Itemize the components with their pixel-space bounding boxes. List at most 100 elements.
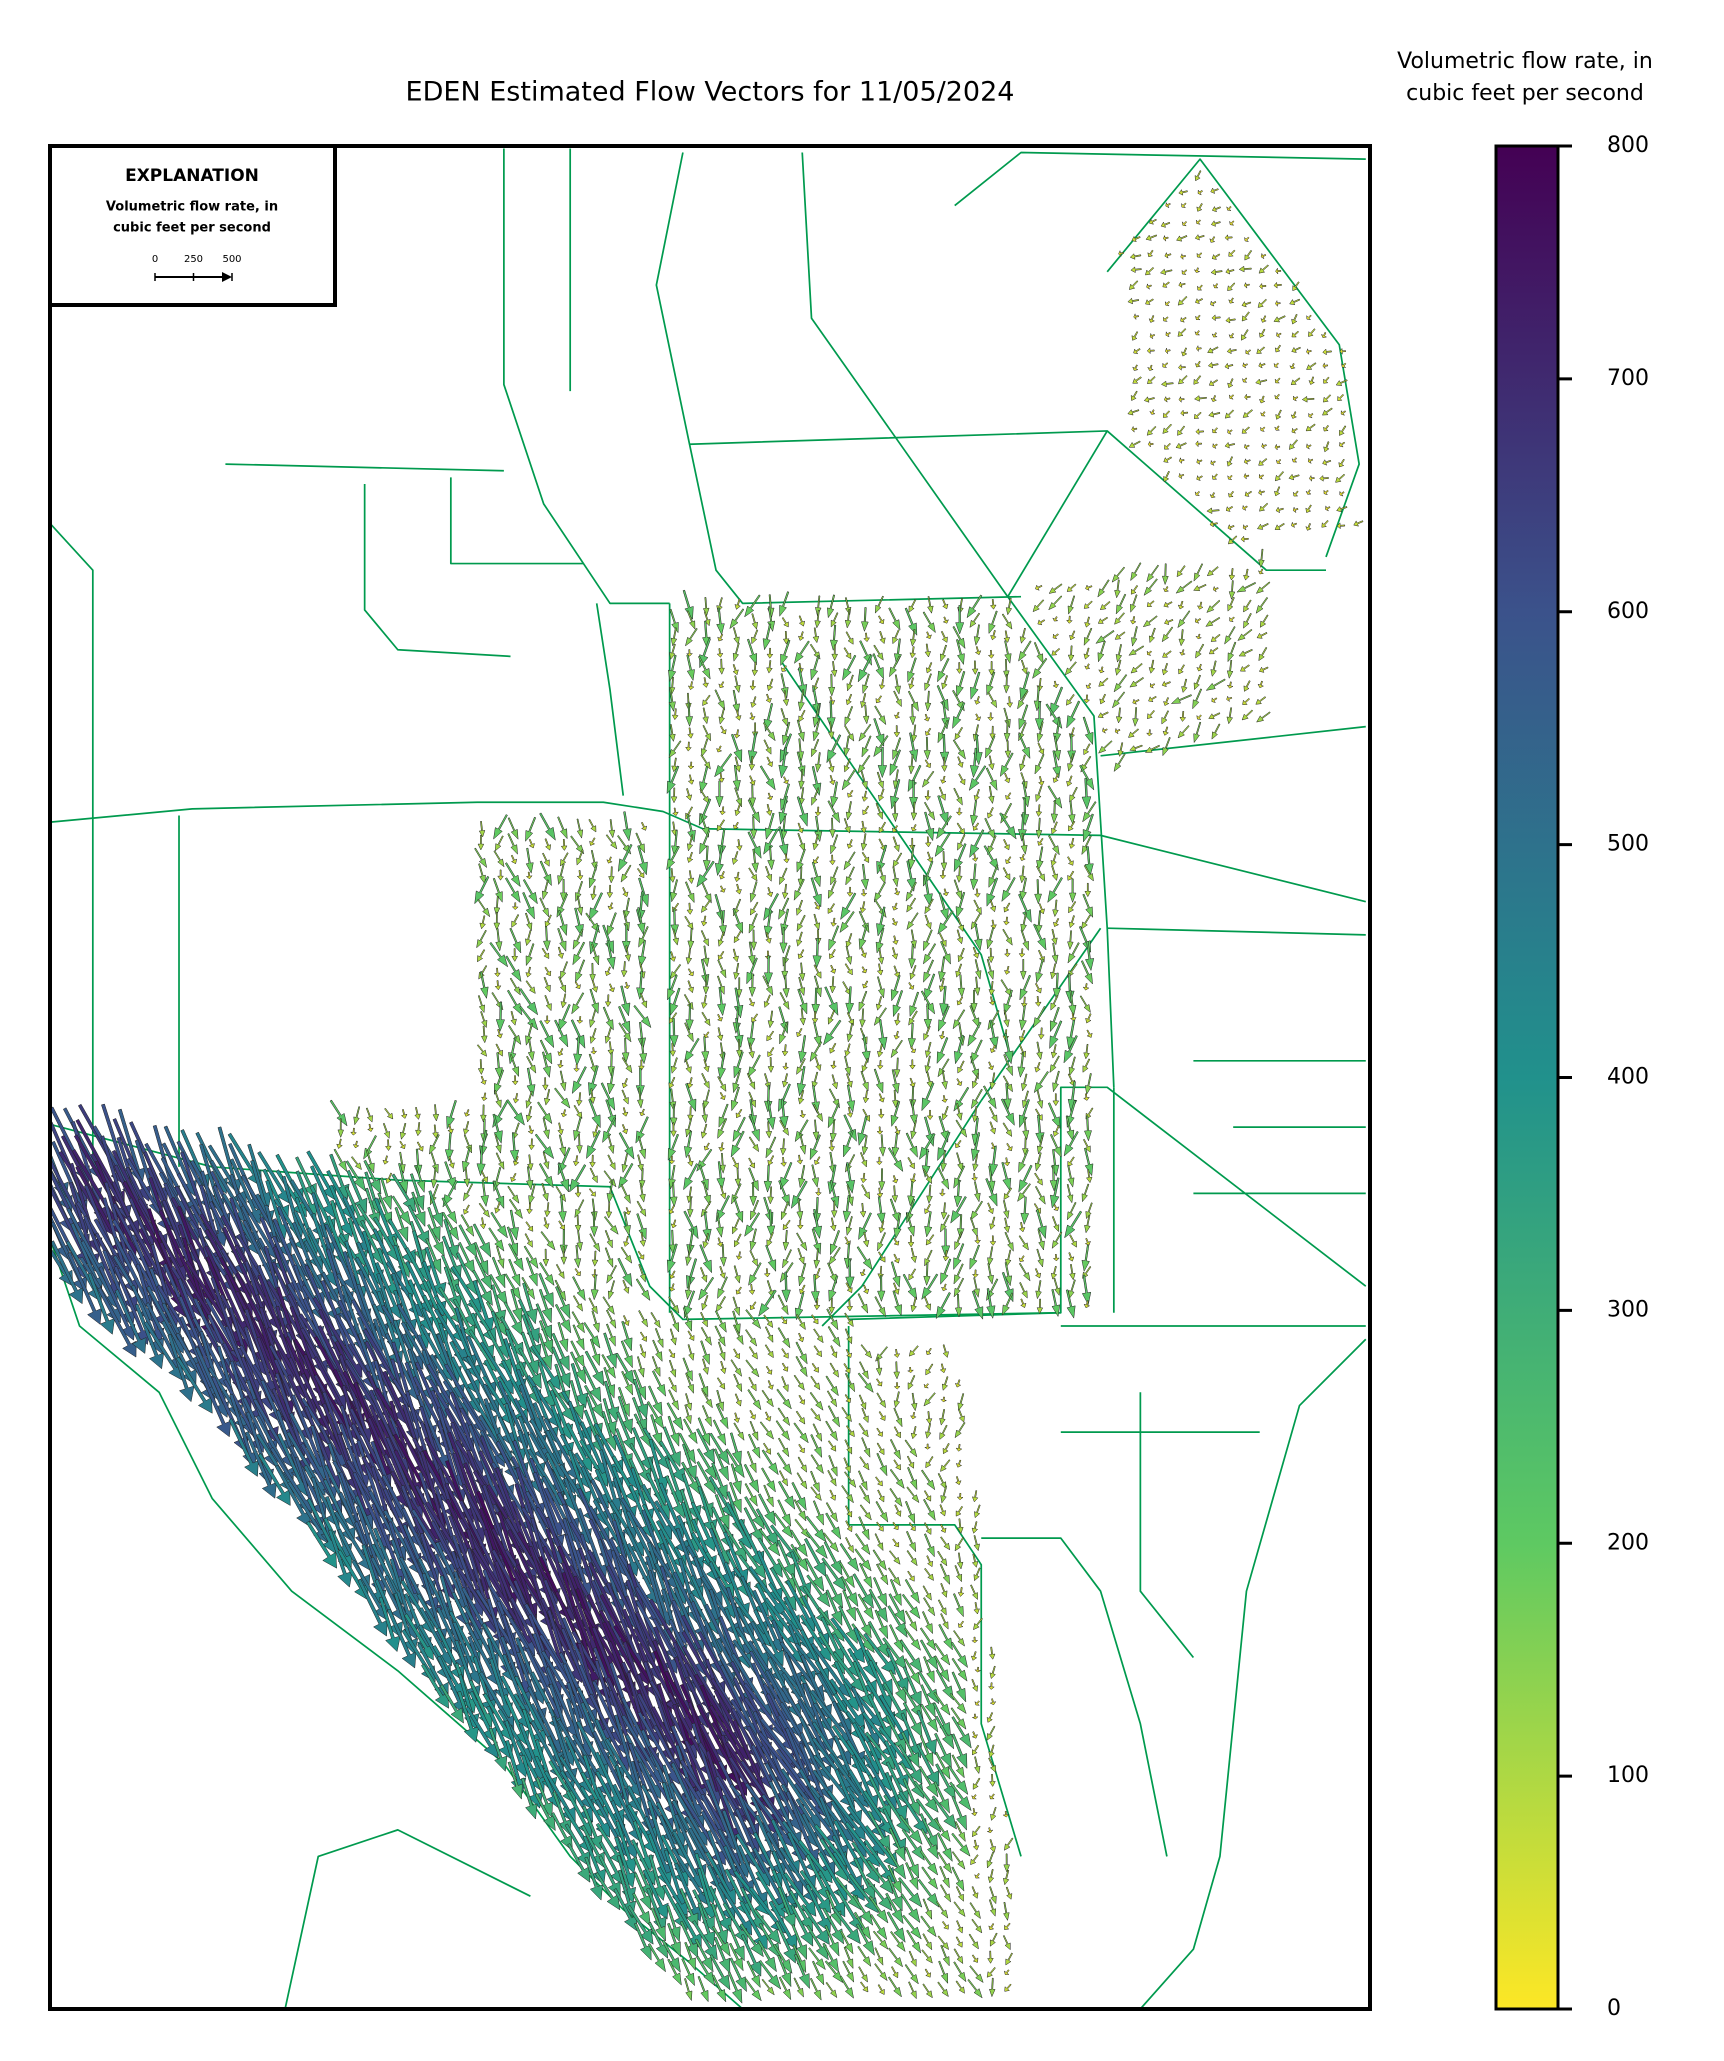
flow-vector <box>877 615 885 625</box>
flow-vector <box>1003 1853 1010 1873</box>
flow-vector <box>508 1258 521 1288</box>
flow-vector <box>968 765 987 792</box>
flow-vector <box>889 1487 903 1508</box>
flow-vector <box>1241 311 1250 322</box>
flow-vector <box>825 1981 838 1999</box>
flow-vector <box>1050 853 1057 867</box>
flow-vector <box>524 912 533 932</box>
flow-vector <box>906 1366 915 1373</box>
flow-vector <box>828 925 840 952</box>
flow-vector <box>717 1117 728 1140</box>
flow-vector <box>478 863 486 885</box>
flow-vector <box>525 847 534 874</box>
flow-vector <box>844 1372 856 1393</box>
flow-vector <box>477 1059 485 1076</box>
flow-vector <box>1085 1013 1092 1024</box>
flow-vector <box>1019 1282 1028 1299</box>
flow-vector <box>1080 960 1093 985</box>
flow-vector <box>845 631 854 645</box>
flow-vector <box>114 1289 147 1354</box>
flow-vector <box>1131 425 1138 433</box>
flow-vector <box>747 1054 761 1078</box>
flow-vector <box>932 1702 952 1738</box>
flow-vector <box>458 1241 476 1276</box>
flow-vector <box>719 1265 726 1279</box>
flow-vector <box>1004 1262 1013 1287</box>
flow-vector <box>858 1516 870 1541</box>
flow-vector <box>542 1077 549 1091</box>
flow-vector <box>637 1250 645 1260</box>
flow-vector <box>684 1941 696 1972</box>
flow-vector <box>778 1470 788 1487</box>
flow-vector <box>651 1370 667 1397</box>
flow-vector <box>859 1202 867 1218</box>
flow-vector <box>1336 522 1346 530</box>
flow-vector <box>1114 659 1122 676</box>
flow-vector <box>608 866 615 884</box>
flow-vector <box>639 1231 647 1248</box>
flow-vector <box>685 1003 694 1032</box>
flow-vector <box>953 1961 967 1983</box>
flow-vector <box>844 963 853 976</box>
flow-vector <box>336 1138 343 1150</box>
flow-vector <box>1148 315 1156 323</box>
flow-vector <box>813 1298 821 1311</box>
flow-vector <box>857 754 871 775</box>
flow-vector <box>1083 743 1091 756</box>
flow-vector <box>990 629 997 641</box>
flow-vector <box>1178 281 1186 289</box>
flow-vector <box>586 1129 601 1160</box>
flow-vector <box>1117 742 1124 757</box>
colorbar-tick-label: 800 <box>1607 133 1649 158</box>
flow-vector <box>1083 627 1093 646</box>
flow-vector <box>846 1022 854 1043</box>
flow-vector <box>702 1232 709 1249</box>
flow-vector <box>618 1005 631 1034</box>
flow-vector <box>732 1116 746 1143</box>
flow-vector <box>902 1701 923 1738</box>
flow-vector <box>670 1103 678 1128</box>
flow-vector <box>591 943 600 966</box>
flow-vector <box>921 1273 939 1301</box>
flow-vector <box>1240 664 1250 672</box>
flow-vector <box>889 1578 902 1607</box>
flow-vector <box>830 1345 838 1359</box>
flow-vector <box>734 1017 744 1049</box>
flow-vector <box>1005 1886 1013 1900</box>
flow-vector <box>875 1346 888 1362</box>
flow-vector <box>955 1505 964 1517</box>
flow-vector <box>228 1418 259 1477</box>
flow-vector <box>861 1034 871 1064</box>
flow-vector <box>861 1407 869 1424</box>
flow-vector <box>622 1315 630 1327</box>
flow-vector <box>685 1373 694 1394</box>
flow-vector <box>952 1593 964 1618</box>
flow-vector <box>636 867 645 879</box>
flow-vector <box>828 721 835 740</box>
flow-vector <box>763 1484 774 1508</box>
flow-vector <box>909 1059 916 1070</box>
flow-vector <box>543 1089 551 1106</box>
flow-vector <box>931 1795 957 1830</box>
flow-vector <box>893 1237 900 1246</box>
flow-vector <box>810 1375 821 1391</box>
flow-vector <box>844 705 854 727</box>
flow-vector <box>1000 1098 1015 1126</box>
flow-vector <box>957 1060 965 1074</box>
flow-vector <box>589 988 599 1015</box>
flow-vector <box>778 1083 791 1113</box>
flow-vector <box>685 1118 693 1138</box>
flow-vector <box>949 1781 972 1812</box>
flow-vector <box>1229 220 1235 226</box>
flow-vector <box>989 1665 996 1680</box>
flow-vector <box>604 1247 614 1269</box>
flow-vector <box>1018 704 1029 731</box>
flow-vector <box>922 1585 932 1601</box>
flow-vector <box>481 1092 488 1102</box>
flow-vector <box>1085 1073 1092 1096</box>
flow-vector <box>714 753 733 778</box>
flow-vector <box>780 1157 787 1167</box>
flow-vector <box>999 812 1017 840</box>
flow-vector <box>861 790 869 802</box>
flow-vector <box>938 892 949 922</box>
